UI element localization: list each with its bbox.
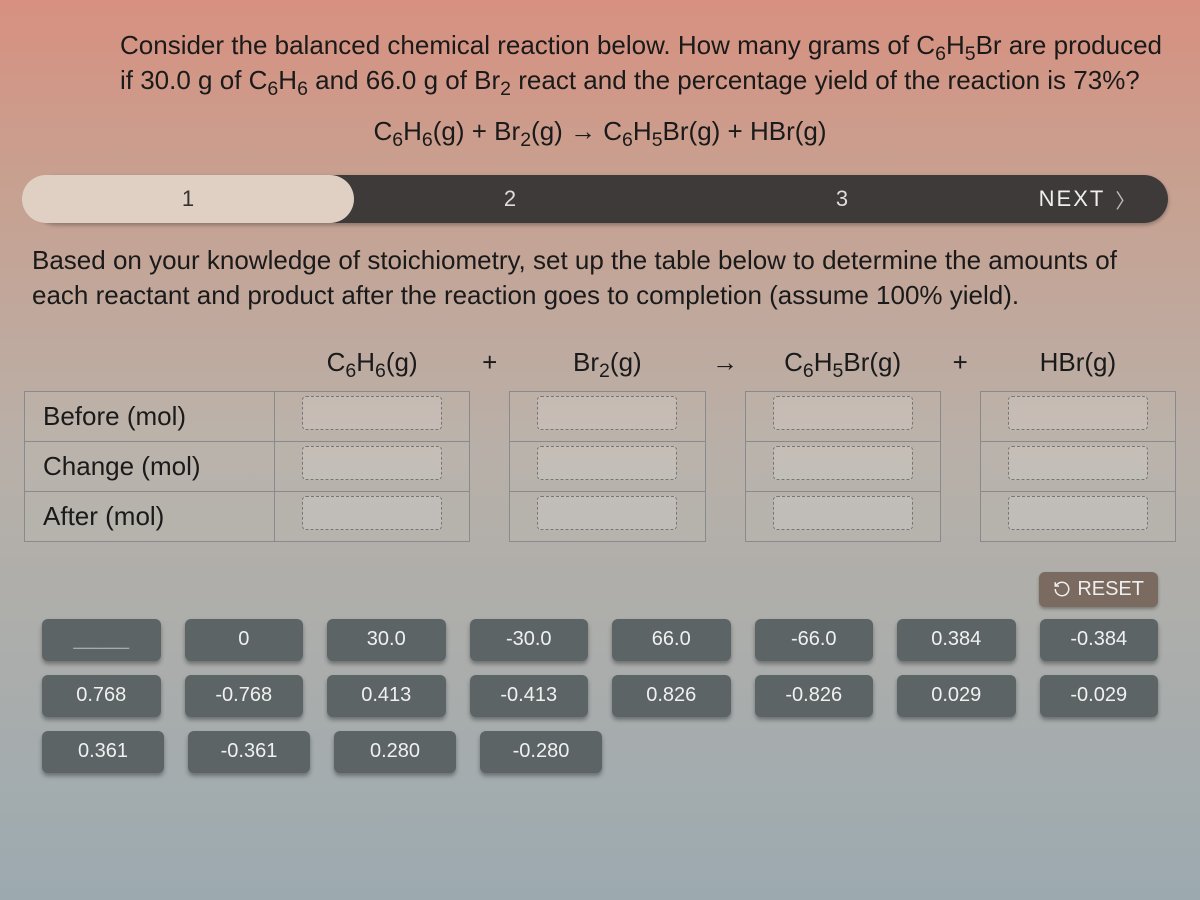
drop-before-c6h5br[interactable] <box>773 396 913 430</box>
answer-tile[interactable]: -0.768 <box>185 675 304 717</box>
answer-tile[interactable]: 0.280 <box>334 731 456 773</box>
answer-tile[interactable]: 0.361 <box>42 731 164 773</box>
col-c6h5br: C6H5Br(g) <box>745 341 940 391</box>
answer-tile[interactable]: -30.0 <box>470 619 589 661</box>
drop-before-br2[interactable] <box>537 396 677 430</box>
next-button[interactable]: NEXT〉 <box>1008 185 1168 214</box>
reset-button[interactable]: RESET <box>1039 572 1158 607</box>
answer-tile[interactable]: _____ <box>42 619 161 661</box>
row-before: Before (mol) <box>25 391 275 441</box>
answer-tile[interactable]: -0.280 <box>480 731 602 773</box>
question-text: Consider the balanced chemical reaction … <box>120 28 1176 98</box>
reaction-equation: C6H6(g) + Br2(g) → C6H5Br(g) + HBr(g) <box>24 116 1176 147</box>
step-2[interactable]: 2 <box>344 186 676 212</box>
answer-tile[interactable]: -0.029 <box>1040 675 1159 717</box>
drop-change-c6h5br[interactable] <box>773 446 913 480</box>
answer-tile[interactable]: 0.029 <box>897 675 1016 717</box>
drop-change-c6h6[interactable] <box>302 446 442 480</box>
answer-tile[interactable]: -0.384 <box>1040 619 1159 661</box>
answer-tile[interactable]: -0.361 <box>188 731 310 773</box>
answer-tile[interactable]: 0.413 <box>327 675 446 717</box>
answer-tile[interactable]: 0.384 <box>897 619 1016 661</box>
answer-tile[interactable]: 0 <box>185 619 304 661</box>
answer-tile[interactable]: -0.413 <box>470 675 589 717</box>
instruction-text: Based on your knowledge of stoichiometry… <box>32 243 1168 313</box>
step-1[interactable]: 1 <box>22 175 354 223</box>
drop-change-br2[interactable] <box>537 446 677 480</box>
answer-tile[interactable]: 66.0 <box>612 619 731 661</box>
row-change: Change (mol) <box>25 441 275 491</box>
row-after: After (mol) <box>25 491 275 541</box>
step-progress-bar: 1 2 3 NEXT〉 <box>32 175 1168 223</box>
drop-change-hbr[interactable] <box>1008 446 1148 480</box>
chevron-right-icon: 〉 <box>1115 185 1137 214</box>
drop-after-hbr[interactable] <box>1008 496 1148 530</box>
drop-before-c6h6[interactable] <box>302 396 442 430</box>
answer-tile[interactable]: 30.0 <box>327 619 446 661</box>
answer-tile[interactable]: -66.0 <box>755 619 874 661</box>
answer-tile[interactable]: 0.768 <box>42 675 161 717</box>
drop-before-hbr[interactable] <box>1008 396 1148 430</box>
col-br2: Br2(g) <box>510 341 705 391</box>
ice-table: C6H6(g) + Br2(g) → C6H5Br(g) + HBr(g) Be… <box>24 341 1176 542</box>
drop-after-c6h6[interactable] <box>302 496 442 530</box>
drop-after-c6h5br[interactable] <box>773 496 913 530</box>
answer-tile[interactable]: 0.826 <box>612 675 731 717</box>
answer-tile-bank: _____ 0 30.0 -30.0 66.0 -66.0 0.384 -0.384 0.76… <box>24 619 1176 791</box>
step-3[interactable]: 3 <box>676 186 1008 212</box>
answer-tile[interactable]: -0.826 <box>755 675 874 717</box>
reset-icon <box>1053 580 1071 598</box>
drop-after-br2[interactable] <box>537 496 677 530</box>
col-hbr: HBr(g) <box>980 341 1175 391</box>
col-c6h6: C6H6(g) <box>275 341 470 391</box>
